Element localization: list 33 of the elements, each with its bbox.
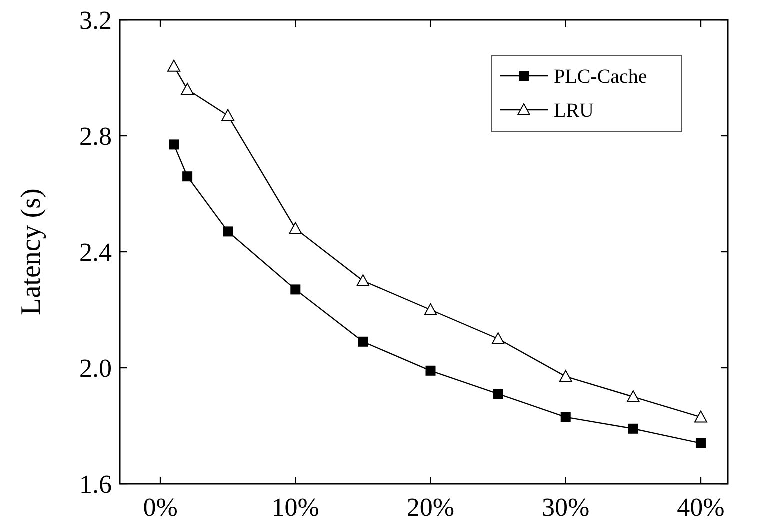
point [358,336,368,347]
point [181,83,194,96]
point [628,424,638,434]
point [289,222,302,234]
point [223,226,234,237]
point [222,109,235,122]
y-tick-label: 2.4 [80,238,112,268]
point [356,274,370,286]
y-tick-label: 2.8 [80,122,112,152]
y-tick-label: 1.6 [80,470,112,500]
y-axis-title: Latency (s) [16,188,47,316]
legend-label: LRU [554,100,595,122]
point [424,304,438,316]
point [626,390,640,402]
x-tick-label: 40% [677,493,725,522]
point [559,370,572,382]
point [560,412,571,422]
point [492,332,505,344]
point [696,438,706,448]
point [169,140,180,150]
x-tick-label: 30% [542,493,590,522]
y-tick-label: 3.2 [80,6,112,36]
x-tick-label: 0% [143,493,178,522]
point [426,366,436,376]
point [493,389,504,400]
point [168,60,181,72]
point [182,172,193,182]
x-tick-label: 10% [272,493,320,522]
point [290,284,301,295]
x-tick-label: 20% [406,493,455,522]
legend-label: PLC-Cache [554,66,648,88]
point [694,410,708,423]
y-tick-label: 2.0 [80,354,112,384]
